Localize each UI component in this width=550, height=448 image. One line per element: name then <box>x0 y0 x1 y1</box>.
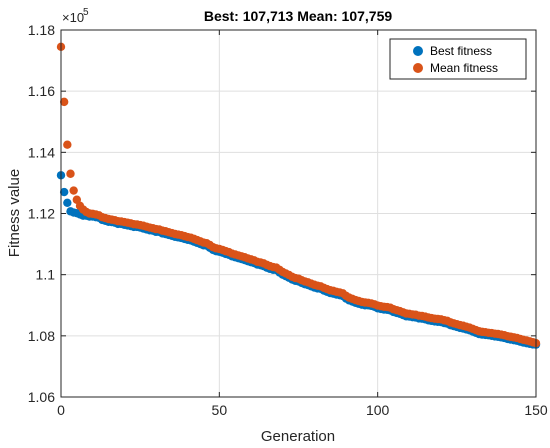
y-tick-label: 1.16 <box>28 83 55 99</box>
x-tick-label: 50 <box>212 402 228 418</box>
y-tick-label: 1.12 <box>28 206 55 222</box>
y-axis-label: Fitness value <box>6 169 23 257</box>
x-axis-label: Generation <box>261 428 335 445</box>
legend-marker-mean <box>413 63 423 73</box>
best-fitness-point <box>59 187 69 197</box>
mean-fitness-point <box>66 169 75 178</box>
y-tick-label: 1.18 <box>28 22 55 38</box>
y-tick-label: 1.08 <box>28 328 55 344</box>
mean-fitness-point <box>59 97 69 107</box>
y-exponent-power: 5 <box>83 7 89 18</box>
y-tick-label: 1.1 <box>36 267 56 283</box>
legend: Best fitness Mean fitness <box>389 38 527 80</box>
x-tick-label: 100 <box>366 402 390 418</box>
x-tick-labels: 0 50 100 150 <box>57 402 548 418</box>
x-tick-label: 0 <box>57 402 65 418</box>
legend-label-mean: Mean fitness <box>430 61 498 75</box>
legend-box <box>389 38 527 80</box>
y-tick-labels: 1.06 1.08 1.1 1.12 1.14 1.16 1.18 <box>28 22 55 405</box>
plot-frame <box>60 29 537 398</box>
chart-title: Best: 107,713 Mean: 107,759 <box>204 8 393 24</box>
x-tick-label: 150 <box>524 402 548 418</box>
legend-label-best: Best fitness <box>430 44 492 58</box>
best-fitness-point <box>63 198 72 207</box>
y-tick-label: 1.06 <box>28 389 55 405</box>
y-tick-label: 1.14 <box>28 144 55 160</box>
y-exponent-base: ×10 <box>62 10 84 25</box>
mean-fitness-point <box>63 140 72 149</box>
legend-marker-best <box>413 46 423 56</box>
mean-fitness-markers <box>56 42 541 348</box>
mean-fitness-point <box>69 186 78 195</box>
